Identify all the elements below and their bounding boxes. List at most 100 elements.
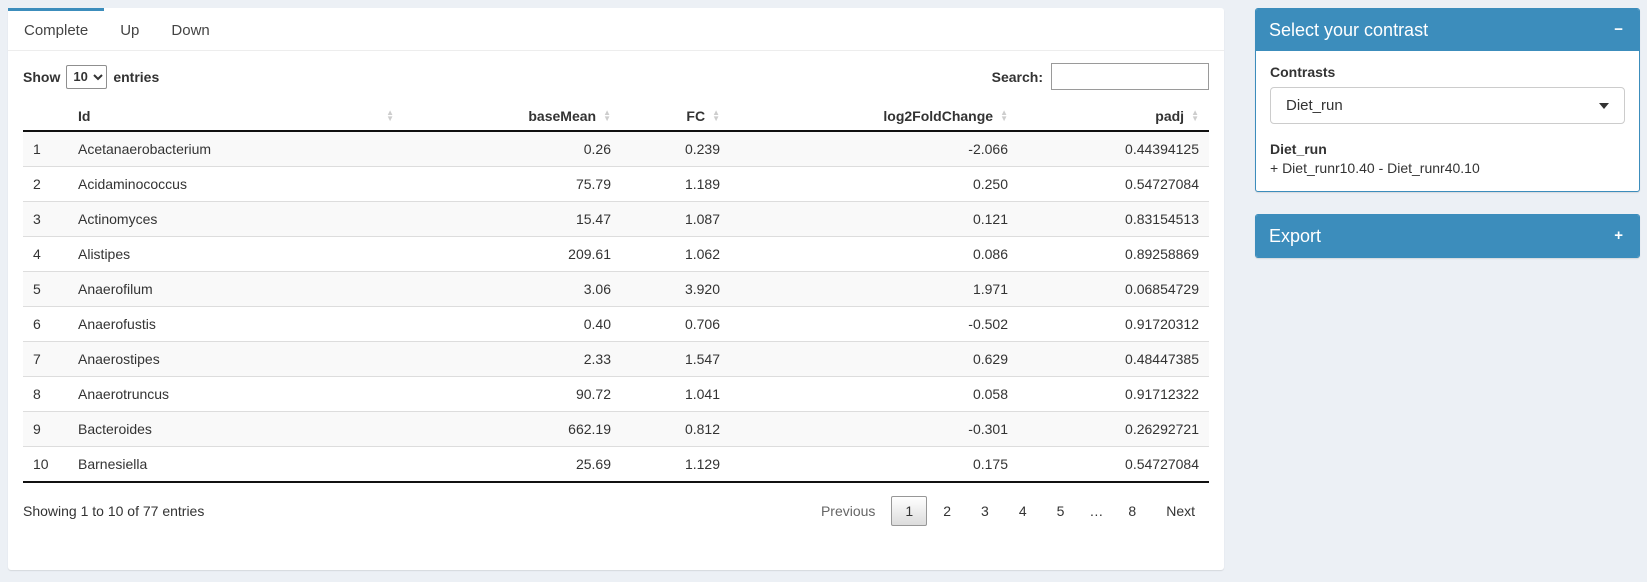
contrast-detail: Diet_run + Diet_runr10.40 - Diet_runr40.…	[1270, 141, 1625, 176]
page-button-8[interactable]: 8	[1128, 503, 1137, 519]
cell-fc: 1.547	[621, 341, 730, 377]
tab-content-complete: Show 10 entries Search:	[8, 51, 1224, 526]
cell-id: Anaerofilum	[68, 271, 404, 307]
cell-l2fc: 0.058	[730, 376, 1018, 412]
panel-title: Select your contrast	[1269, 20, 1429, 40]
cell-num: 3	[23, 201, 68, 237]
search-input[interactable]	[1051, 63, 1209, 90]
expand-plus-icon[interactable]: +	[1611, 225, 1626, 247]
page-button-5[interactable]: 5	[1056, 503, 1065, 519]
search-control: Search:	[992, 63, 1209, 90]
table-header-row: Id ▲ ▼ baseMean ▲ ▼ FC	[23, 102, 1209, 132]
tab-down[interactable]: Down	[155, 8, 225, 50]
cell-padj: 0.26292721	[1018, 411, 1209, 447]
cell-num: 6	[23, 306, 68, 342]
page-button-2[interactable]: 2	[943, 503, 952, 519]
contrasts-label: Contrasts	[1270, 64, 1336, 80]
cell-fc: 0.706	[621, 306, 730, 342]
cell-basemean: 75.79	[404, 166, 621, 202]
sort-icon: ▲ ▼	[603, 108, 611, 123]
page-button-3[interactable]: 3	[981, 503, 989, 519]
column-header-id[interactable]: Id ▲ ▼	[68, 102, 404, 132]
collapse-minus-icon[interactable]: −	[1611, 19, 1626, 41]
entries-select[interactable]: 10	[66, 64, 108, 89]
cell-num: 9	[23, 411, 68, 447]
cell-l2fc: -0.502	[730, 306, 1018, 342]
cell-id: Anaerofustis	[68, 306, 404, 342]
contrast-panel: Select your contrast − Contrasts Diet_ru…	[1255, 8, 1640, 192]
cell-num: 1	[33, 141, 41, 157]
cell-padj: 0.06854729	[1018, 271, 1209, 307]
cell-id: Barnesiella	[68, 446, 404, 483]
column-header-rownum	[23, 102, 68, 132]
cell-padj: 0.89258869	[1018, 236, 1209, 272]
page-button-1[interactable]: 1	[891, 496, 928, 526]
column-label: FC	[686, 108, 706, 124]
column-label: log2FoldChange	[883, 108, 994, 124]
cell-id: Actinomyces	[68, 201, 404, 237]
cell-basemean: 209.61	[404, 236, 621, 272]
results-table-body: 1 Acetanaerobacterium 0.26 0.239 -2.066 0.443…	[23, 131, 1209, 483]
cell-num: 2	[23, 166, 68, 202]
cell-id: Alistipes	[68, 236, 404, 272]
table-row: 9 Bacteroides 662.19 0.812 -0.301 0.26292721	[23, 411, 1209, 447]
cell-basemean: 2.33	[404, 341, 621, 377]
cell-l2fc: -0.301	[730, 411, 1018, 447]
cell-basemean: 0.26	[583, 141, 611, 157]
cell-padj: 0.44394125	[1125, 141, 1199, 157]
datatable-controls: Show 10 entries Search:	[23, 63, 1209, 90]
cell-basemean: 15.47	[404, 201, 621, 237]
table-row: 7 Anaerostipes 2.33 1.547 0.629 0.48447385	[23, 341, 1209, 377]
cell-basemean: 0.40	[404, 306, 621, 342]
cell-fc: 3.920	[621, 271, 730, 307]
table-row: 1 Acetanaerobacterium 0.26 0.239 -2.066 0.443…	[23, 131, 1209, 167]
export-panel-header[interactable]: Export +	[1256, 215, 1639, 257]
panel-title: Export	[1269, 226, 1322, 246]
page: Complete Up Down Show 10 entries Search:	[8, 8, 1640, 570]
contrast-select[interactable]: Diet_run	[1270, 87, 1625, 124]
table-info: Showing 1 to 10 of 77 entries	[23, 503, 205, 519]
cell-num: 8	[23, 376, 68, 412]
search-label: Search:	[991, 68, 1043, 85]
results-table: Id ▲ ▼ baseMean ▲ ▼ FC	[23, 102, 1209, 483]
column-header-fc[interactable]: FC ▲ ▼	[621, 102, 730, 132]
sort-icon: ▲ ▼	[386, 108, 394, 123]
cell-basemean: 3.06	[404, 271, 621, 307]
results-tab-box: Complete Up Down Show 10 entries Search:	[8, 8, 1224, 570]
tab-label[interactable]: Up	[120, 22, 140, 39]
cell-num: 10	[23, 446, 68, 483]
export-panel: Export +	[1255, 214, 1640, 258]
column-header-basemean[interactable]: baseMean ▲ ▼	[404, 102, 621, 132]
page-button-4[interactable]: 4	[1018, 503, 1027, 519]
cell-l2fc: -2.066	[968, 141, 1008, 157]
tab-label[interactable]: Complete	[8, 8, 105, 50]
table-row: 4 Alistipes 209.61 1.062 0.086 0.89258869	[23, 236, 1209, 272]
cell-fc: 0.812	[621, 411, 730, 447]
cell-padj: 0.54727084	[1018, 166, 1209, 202]
entries-length-control: Show 10 entries	[23, 64, 160, 89]
sort-icon: ▲ ▼	[1000, 108, 1008, 123]
cell-padj: 0.54727084	[1018, 446, 1209, 483]
sort-icon: ▲ ▼	[712, 108, 720, 123]
pagination: Previous 1 2 3 4 5 … 8 Next	[805, 496, 1209, 526]
table-row: 8 Anaerotruncus 90.72 1.041 0.058 0.91712322	[23, 376, 1209, 412]
cell-fc: 1.129	[621, 446, 730, 483]
cell-fc: 0.239	[684, 141, 720, 157]
tab-up[interactable]: Up	[104, 8, 155, 50]
cell-l2fc: 1.971	[730, 271, 1018, 307]
cell-l2fc: 0.121	[730, 201, 1018, 237]
tab-label[interactable]: Down	[171, 22, 210, 39]
sort-icon: ▲ ▼	[1191, 108, 1199, 123]
cell-num: 4	[23, 236, 68, 272]
table-row: 10 Barnesiella 25.69 1.129 0.175 0.54727084	[23, 446, 1209, 483]
cell-num: 7	[23, 341, 68, 377]
page-button-next[interactable]: Next	[1166, 503, 1195, 519]
datatable-footer: Showing 1 to 10 of 77 entries Previous 1 2…	[23, 496, 1209, 526]
cell-l2fc: 0.086	[730, 236, 1018, 272]
entries-label: entries	[113, 68, 160, 85]
column-header-padj[interactable]: padj ▲ ▼	[1018, 102, 1209, 132]
cell-id: Acetanaerobacterium	[78, 141, 212, 157]
cell-id: Bacteroides	[68, 411, 404, 447]
tab-complete[interactable]: Complete	[8, 8, 105, 50]
column-header-log2foldchange[interactable]: log2FoldChange ▲ ▼	[730, 102, 1018, 132]
